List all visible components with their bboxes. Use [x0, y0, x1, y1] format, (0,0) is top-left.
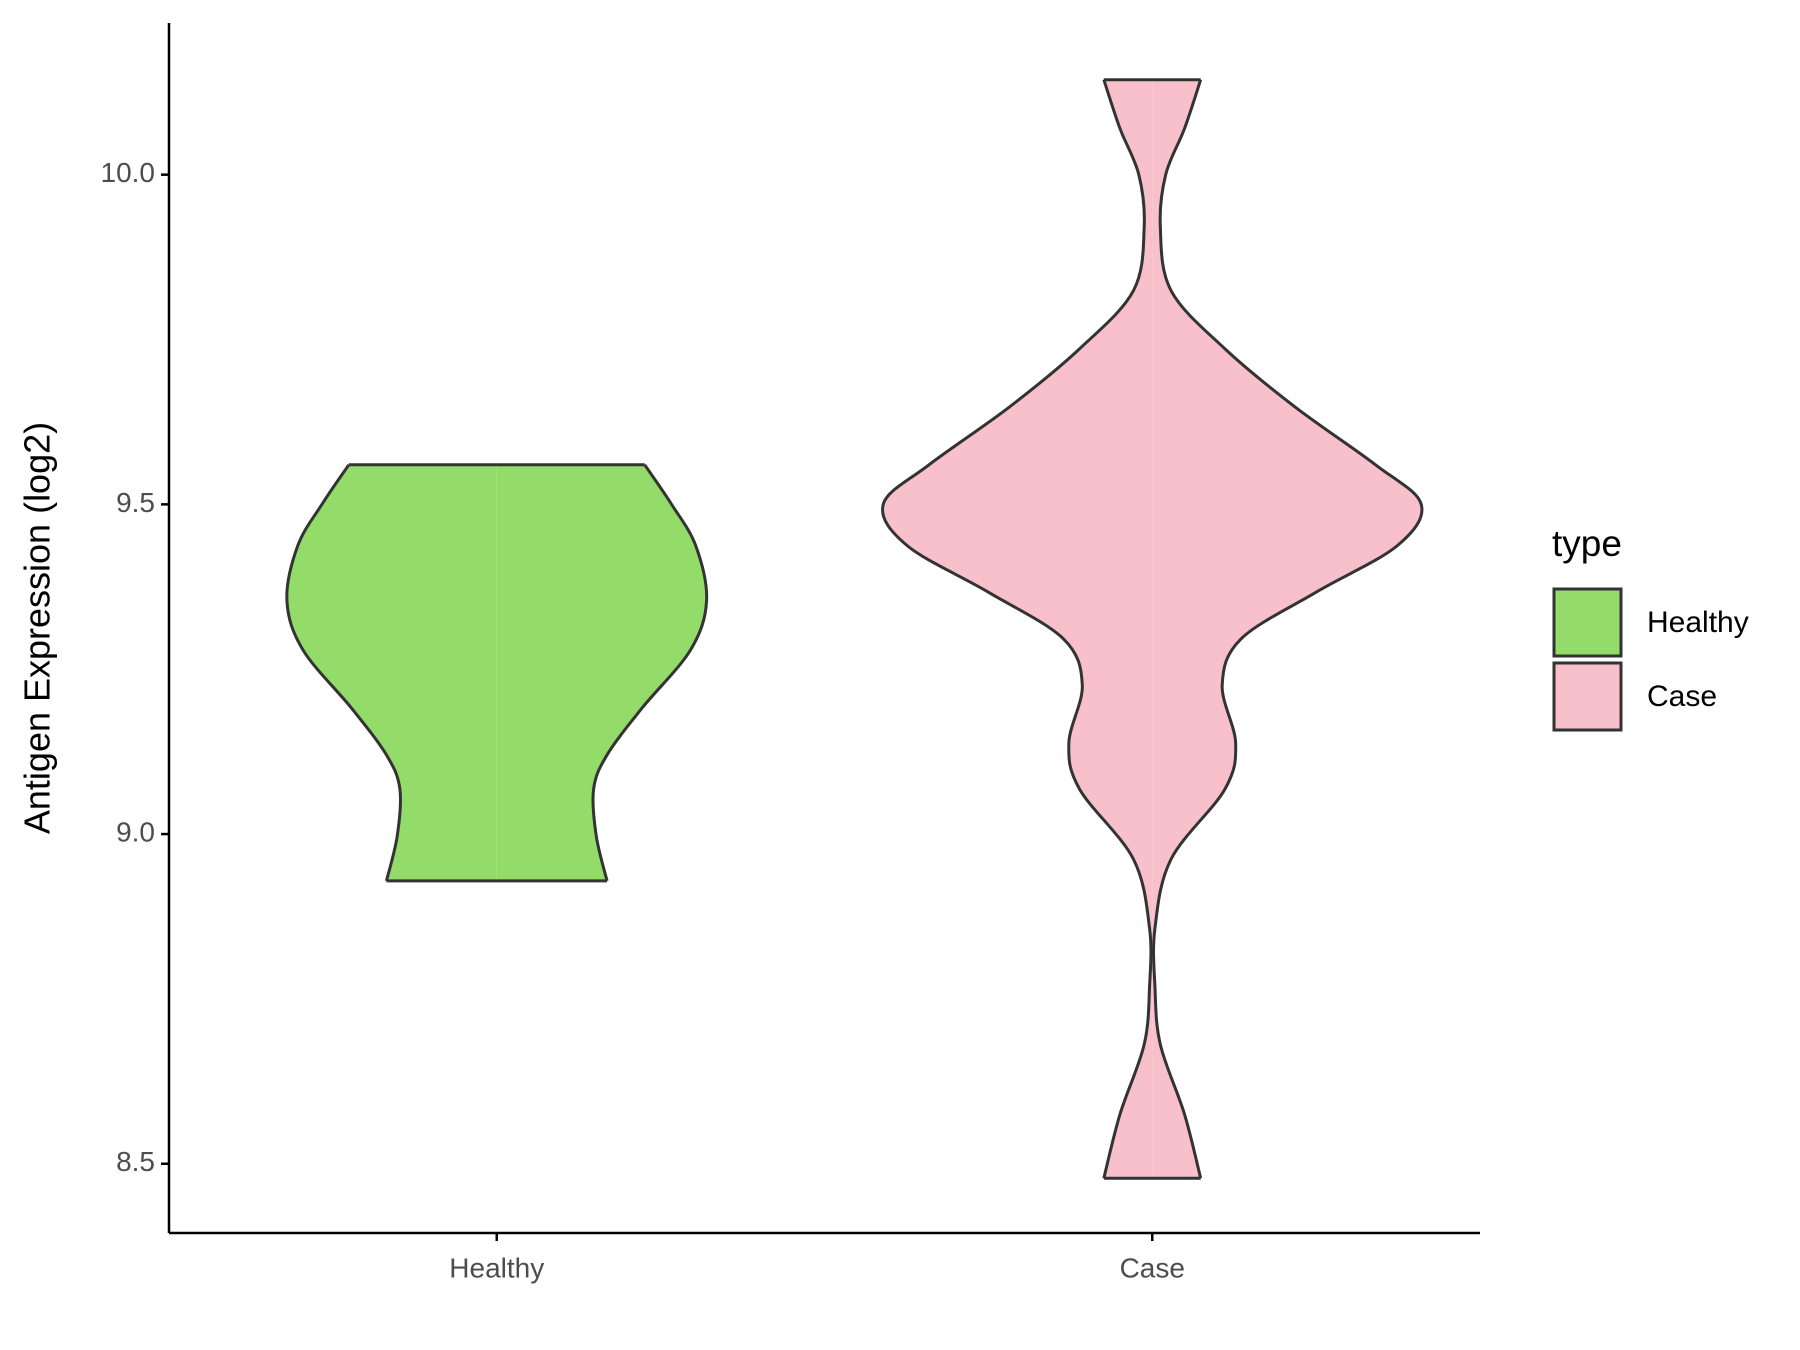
violin-outline	[285, 463, 403, 882]
legend-label: Case	[1647, 680, 1717, 713]
legend-key	[1552, 661, 1623, 732]
y-tick-label: 9.5	[116, 487, 155, 518]
legend-key	[1552, 587, 1623, 658]
x-tick-label: Case	[1120, 1252, 1185, 1283]
x-tick-label: Healthy	[449, 1252, 544, 1283]
y-tick-label: 9.0	[116, 816, 155, 847]
legend-title: type	[1552, 523, 1622, 564]
violin-outline	[881, 79, 1153, 1179]
violin-outline	[591, 463, 709, 882]
violin-fill	[496, 464, 707, 881]
violin-fill	[882, 79, 1153, 1179]
y-tick-label: 8.5	[116, 1146, 155, 1177]
violin-fill	[286, 464, 497, 881]
legend-label: Healthy	[1647, 606, 1749, 639]
violin-fill	[1152, 79, 1422, 1179]
y-axis-label: Antigen Expression (log2)	[17, 422, 58, 834]
y-tick-label: 10.0	[101, 157, 156, 188]
violin-outline	[1152, 79, 1424, 1179]
